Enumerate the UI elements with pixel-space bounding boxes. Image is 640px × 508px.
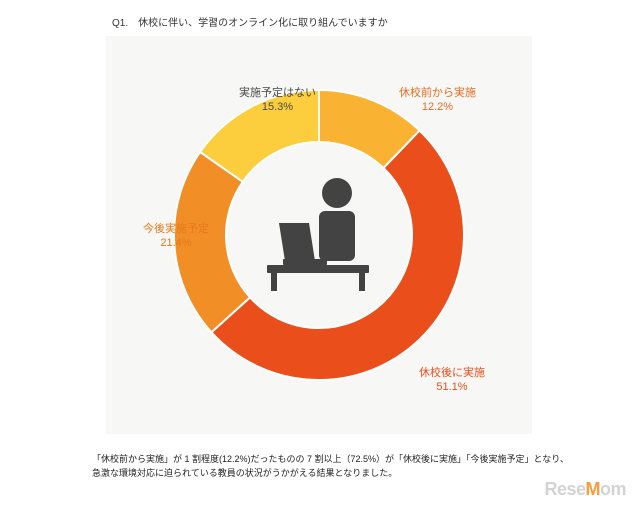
watermark-logo: ReseMom <box>544 479 626 500</box>
slice-pct: 12.2% <box>399 101 476 115</box>
slice-label-after: 休校後に実施 51.1% <box>419 367 485 395</box>
slice-name: 実施予定はない <box>239 87 316 99</box>
question-text: Q1. 休校に伴い、学習のオンライン化に取り組んでいますか <box>112 14 388 29</box>
slice-pct: 21.4% <box>143 237 209 251</box>
slice-label-noplan: 実施予定はない 15.3% <box>239 87 316 115</box>
slice-name: 休校後に実施 <box>419 367 485 379</box>
donut-chart: 休校前から実施 12.2% 休校後に実施 51.1% 今後実施予定 21.4% … <box>159 75 479 395</box>
watermark-right: om <box>600 479 626 499</box>
chart-panel: 休校前から実施 12.2% 休校後に実施 51.1% 今後実施予定 21.4% … <box>106 36 532 434</box>
slice-pct: 51.1% <box>419 381 485 395</box>
slice-name: 今後実施予定 <box>143 223 209 235</box>
slice-label-planned: 今後実施予定 21.4% <box>143 223 209 251</box>
caption-text: 「休校前から実施」が 1 割程度(12.2%)だったものの 7 割以上（72.5… <box>92 452 572 481</box>
slice-pct: 15.3% <box>239 101 316 115</box>
person-at-laptop-icon <box>267 178 369 291</box>
watermark-accent: M <box>586 479 601 499</box>
slice-label-before: 休校前から実施 12.2% <box>399 87 476 115</box>
watermark-left: Rese <box>544 479 585 499</box>
slice-name: 休校前から実施 <box>399 87 476 99</box>
